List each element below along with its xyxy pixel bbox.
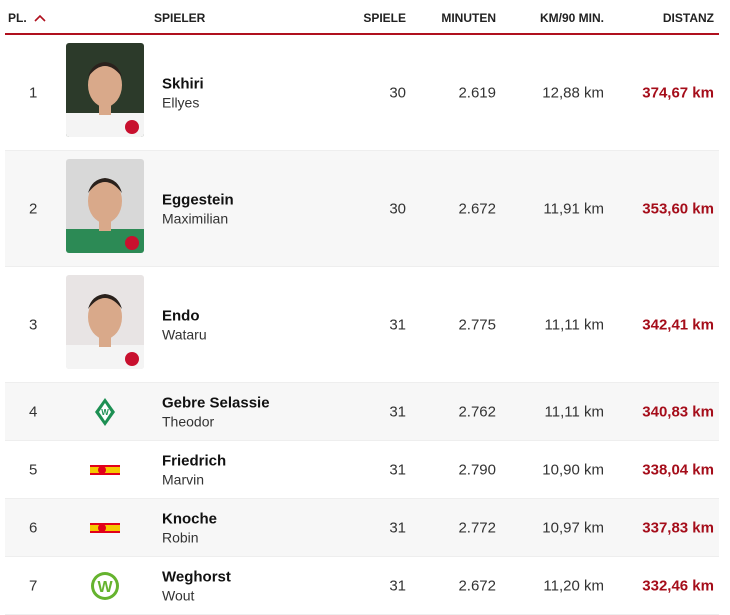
svg-text:W: W: [101, 408, 109, 417]
km-per-90: 11,91 km: [543, 200, 604, 217]
player-name[interactable]: Endo Wataru: [162, 307, 207, 342]
rank: 6: [29, 519, 38, 536]
distance: 337,83 km: [642, 519, 714, 536]
player-name[interactable]: Friedrich Marvin: [162, 452, 226, 487]
km-per-90: 12,88 km: [542, 84, 604, 101]
table-row[interactable]: 6 Knoche Robin 31 2.772 10,97 km 337,83 k…: [5, 499, 719, 557]
chevron-up-icon[interactable]: [34, 14, 46, 22]
first-name: Robin: [162, 529, 199, 545]
sort-by-rank[interactable]: PL.: [8, 11, 46, 25]
games: 30: [389, 84, 406, 101]
distance-table: PL. SPIELER SPIELE MINUTEN KM/90 MIN. DI…: [5, 0, 719, 615]
last-name: Friedrich: [162, 452, 227, 469]
table-row[interactable]: 5 Friedrich Marvin 31 2.790 10,90 km 338,…: [5, 441, 719, 499]
games: 31: [389, 403, 406, 420]
player-name[interactable]: Skhiri Ellyes: [162, 75, 204, 110]
rank: 7: [29, 577, 38, 594]
km-per-90: 11,20 km: [543, 577, 604, 594]
player-photo: [66, 159, 144, 253]
games: 30: [389, 200, 406, 217]
distance: 340,83 km: [642, 403, 714, 420]
rank: 1: [29, 84, 38, 101]
last-name: Eggestein: [162, 191, 234, 208]
table-row[interactable]: 7 W Weghorst Wout 31 2.672 11,20 km 332,4…: [5, 557, 719, 615]
minutes: 2.672: [458, 577, 496, 594]
club-logo-wolfsburg: W: [89, 570, 121, 602]
distance-header[interactable]: DISTANZ: [662, 11, 714, 25]
km-per-90: 11,11 km: [544, 316, 604, 333]
distance: 332,46 km: [642, 577, 714, 594]
player-header[interactable]: SPIELER: [154, 11, 206, 25]
distance: 353,60 km: [642, 200, 714, 217]
table-row[interactable]: 2 Eggestein Maximilian 30 2.672 11,91 km …: [5, 151, 719, 267]
last-name: Skhiri: [162, 75, 204, 92]
games: 31: [389, 577, 406, 594]
km-per-90: 10,97 km: [542, 519, 604, 536]
last-name: Gebre Selassie: [162, 394, 270, 411]
table-row[interactable]: 1 Skhiri Ellyes 30 2.619 12,88 km 374,67 …: [5, 35, 719, 151]
player-name[interactable]: Weghorst Wout: [162, 568, 231, 603]
last-name: Knoche: [162, 510, 218, 527]
minutes: 2.619: [458, 84, 496, 101]
first-name: Wout: [162, 587, 195, 603]
minutes: 2.772: [458, 519, 496, 536]
first-name: Maximilian: [162, 210, 229, 226]
rank-header: PL.: [8, 11, 27, 25]
club-logo-werder: W: [89, 396, 121, 428]
last-name: Endo: [162, 307, 200, 324]
player-photo: [66, 43, 144, 137]
club-logo-union: [89, 512, 121, 544]
games: 31: [389, 316, 406, 333]
player-photo: [66, 275, 144, 369]
rank: 3: [29, 316, 38, 333]
km-per-90: 11,11 km: [544, 403, 604, 420]
rank: 4: [29, 403, 38, 420]
player-name[interactable]: Eggestein Maximilian: [162, 191, 234, 226]
games: 31: [389, 461, 406, 478]
minutes: 2.762: [458, 403, 496, 420]
first-name: Wataru: [162, 326, 207, 342]
first-name: Theodor: [162, 413, 215, 429]
player-name[interactable]: Knoche Robin: [162, 510, 217, 545]
last-name: Weghorst: [162, 568, 231, 585]
rank: 2: [29, 200, 38, 217]
table-header: PL. SPIELER SPIELE MINUTEN KM/90 MIN. DI…: [5, 0, 719, 35]
table-row[interactable]: 3 Endo Wataru 31 2.775 11,11 km 342,41 km: [5, 267, 719, 383]
games: 31: [389, 519, 406, 536]
club-logo-union: [89, 454, 121, 486]
distance: 374,67 km: [642, 84, 714, 101]
distance: 338,04 km: [642, 461, 714, 478]
distance: 342,41 km: [642, 316, 714, 333]
km-per-90: 10,90 km: [542, 461, 604, 478]
minutes: 2.790: [458, 461, 496, 478]
minutes: 2.775: [458, 316, 496, 333]
games-header[interactable]: SPIELE: [363, 11, 406, 25]
minutes-header[interactable]: MINUTEN: [441, 11, 496, 25]
first-name: Marvin: [162, 471, 205, 487]
player-name[interactable]: Gebre Selassie Theodor: [162, 394, 270, 429]
table-row[interactable]: 4 W Gebre Selassie Theodor 31 2.762 11,11…: [5, 383, 719, 441]
km90-header[interactable]: KM/90 MIN.: [539, 11, 604, 25]
minutes: 2.672: [458, 200, 496, 217]
rank: 5: [29, 461, 38, 478]
svg-text:W: W: [97, 579, 113, 596]
first-name: Ellyes: [162, 94, 200, 110]
